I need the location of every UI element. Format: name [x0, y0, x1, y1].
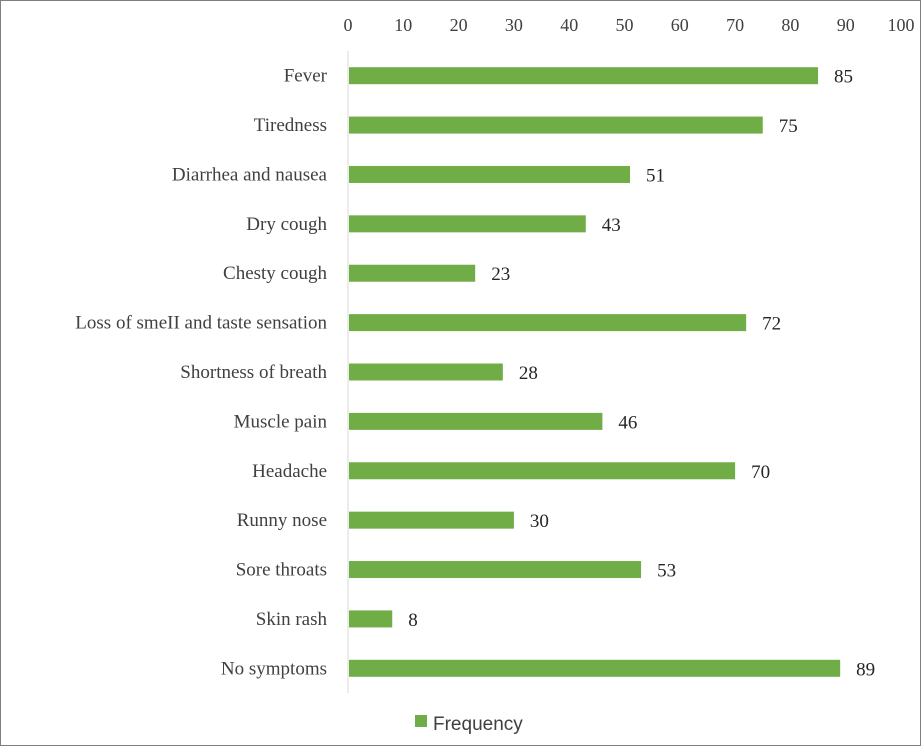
- bar: [349, 561, 642, 579]
- bar: [349, 116, 763, 134]
- x-axis-ticks: 0 10 20 30 40 50 60 70 80 90 100: [344, 15, 915, 35]
- category-label: Muscle pain: [234, 411, 328, 432]
- legend-swatch: [415, 715, 427, 727]
- legend-label: Frequency: [433, 714, 523, 735]
- x-tick-label: 0: [344, 15, 353, 35]
- data-label: 30: [530, 511, 549, 532]
- bar: [349, 67, 819, 85]
- data-label: 75: [779, 116, 798, 137]
- bar: [349, 215, 586, 233]
- x-tick-label: 60: [671, 15, 689, 35]
- data-label: 85: [834, 67, 853, 88]
- x-tick-label: 80: [781, 15, 799, 35]
- bar: [349, 314, 747, 332]
- x-tick-label: 100: [888, 15, 915, 35]
- legend: Frequency: [415, 714, 523, 735]
- data-label: 51: [646, 165, 665, 186]
- category-label: No symptoms: [221, 658, 327, 679]
- bar: [349, 610, 393, 628]
- data-labels: 85 75 51 43 23 72 28 46 70 30 53 8 89: [408, 67, 875, 681]
- category-labels: Fever Tiredness Diarrhea and nausea Dry cou…: [75, 66, 327, 680]
- x-tick-label: 40: [560, 15, 578, 35]
- bar: [349, 264, 476, 282]
- data-label: 23: [491, 264, 510, 285]
- x-tick-label: 50: [616, 15, 634, 35]
- bar: [349, 363, 503, 381]
- category-label: Diarrhea and nausea: [172, 164, 328, 185]
- data-label: 43: [602, 215, 621, 236]
- category-label: Runny nose: [237, 510, 327, 531]
- x-tick-label: 30: [505, 15, 523, 35]
- category-label: Loss of smeII and taste sensation: [75, 313, 327, 334]
- x-tick-label: 10: [394, 15, 412, 35]
- x-tick-label: 20: [450, 15, 468, 35]
- bar-series: [349, 67, 841, 677]
- bar: [349, 412, 603, 430]
- bar: [349, 659, 841, 677]
- bar: [349, 462, 736, 480]
- category-label: Dry cough: [246, 214, 327, 235]
- category-label: Headache: [252, 461, 327, 482]
- data-label: 46: [618, 412, 637, 433]
- data-label: 8: [408, 610, 418, 631]
- bar: [349, 165, 631, 183]
- category-label: Chesty cough: [223, 263, 327, 284]
- bar: [349, 511, 514, 529]
- category-label: Skin rash: [256, 609, 328, 630]
- category-label: Sore throats: [236, 560, 327, 581]
- x-tick-label: 90: [837, 15, 855, 35]
- category-label: Shortness of breath: [180, 362, 327, 383]
- category-label: Fever: [284, 66, 328, 87]
- category-label: Tiredness: [254, 115, 327, 136]
- data-label: 72: [762, 314, 781, 335]
- data-label: 70: [751, 462, 770, 483]
- data-label: 53: [657, 561, 676, 582]
- data-label: 89: [856, 659, 875, 680]
- x-tick-label: 70: [726, 15, 744, 35]
- data-label: 28: [519, 363, 538, 384]
